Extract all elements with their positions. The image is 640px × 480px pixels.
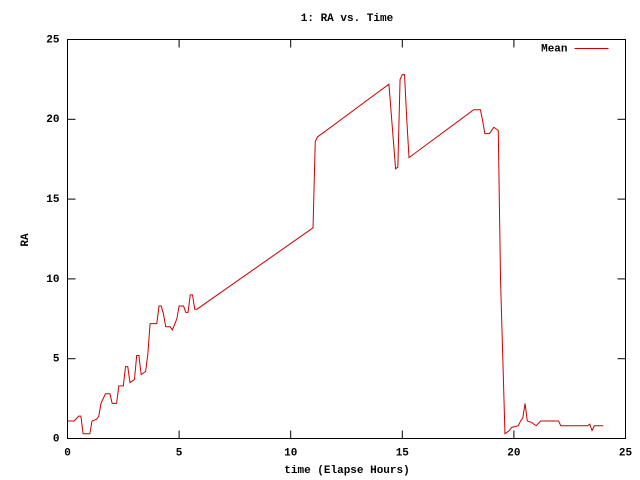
- plot-frame: [67, 39, 626, 439]
- x-tick-label: 25: [619, 447, 633, 459]
- data-line: [67, 74, 604, 435]
- x-tick-label: 5: [176, 447, 183, 459]
- y-tick-label: 5: [53, 354, 60, 366]
- x-axis-label: time (Elapse Hours): [284, 465, 409, 477]
- x-tick-label: 0: [64, 447, 71, 459]
- y-tick-label: 15: [46, 194, 60, 206]
- y-tick-label: 20: [46, 114, 59, 126]
- x-tick-label: 15: [396, 447, 410, 459]
- y-axis-label: RA: [20, 233, 32, 247]
- y-tick-label: 10: [46, 274, 59, 286]
- y-tick-label: 0: [53, 433, 60, 445]
- chart-title: 1: RA vs. Time: [301, 13, 394, 25]
- x-tick-label: 10: [284, 447, 297, 459]
- y-tick-label: 25: [46, 34, 60, 46]
- legend-label: Mean: [541, 43, 567, 55]
- x-tick-label: 20: [507, 447, 520, 459]
